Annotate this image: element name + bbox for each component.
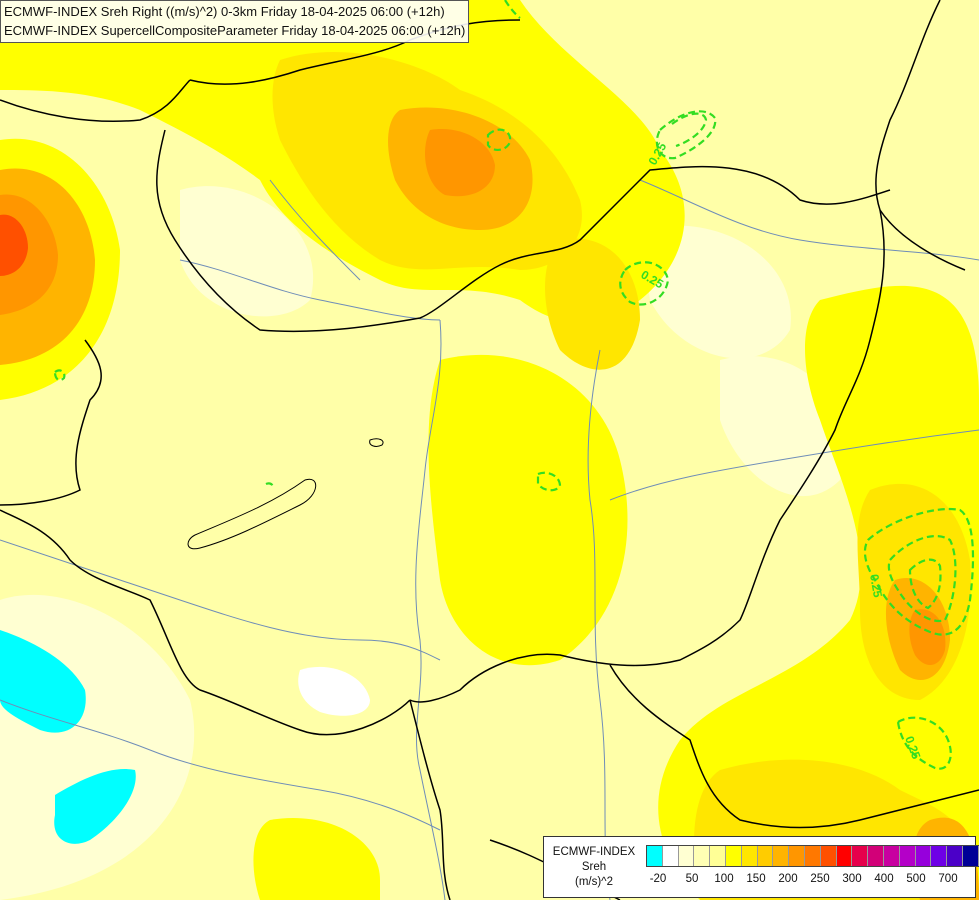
legend-swatch: [852, 846, 869, 866]
scp-contour: [908, 558, 942, 610]
river-tisza: [587, 349, 611, 900]
scp-contour: [619, 261, 670, 306]
scp-contour: [504, 0, 521, 19]
field-low-southwest: [54, 769, 136, 844]
legend-variable: Sreh: [581, 861, 607, 873]
legend-swatch: [868, 846, 884, 866]
legend-model: ECMWF-INDEX: [552, 846, 636, 858]
legend-swatch: [694, 846, 711, 866]
field-yellow-central: [428, 354, 628, 666]
legend-tick: 50: [685, 873, 699, 885]
river-lines: [0, 179, 979, 900]
legend-swatch: [899, 846, 916, 866]
border-segment: [409, 699, 451, 900]
legend-tick-labels: -20 50 100 150 200 250 300 400 500 700: [646, 873, 976, 889]
legend-swatch: [931, 846, 948, 866]
legend-swatch: [836, 846, 853, 866]
border-segment: [0, 79, 191, 123]
river-drava: [0, 539, 441, 661]
field-yellow-southeast: [658, 285, 979, 900]
legend-swatch: [804, 846, 821, 866]
river-morava: [179, 259, 441, 321]
scp-contours: [53, 0, 975, 770]
legend-tick: 300: [842, 873, 862, 885]
map-title-secondary: ECMWF-INDEX SupercellCompositeParameter …: [4, 23, 466, 38]
legend-swatch: [789, 846, 805, 866]
legend-tick: 200: [778, 873, 798, 885]
field-gold-northeast: [545, 238, 640, 370]
field-light-north: [180, 186, 314, 317]
border-segment: [0, 339, 102, 506]
border-segment: [156, 129, 891, 333]
legend-unit: (m/s)^2: [575, 876, 613, 888]
legend-swatch: [710, 846, 726, 866]
color-legend: ECMWF-INDEX Sreh (m/s)^2 -20 50 100 150 200 2…: [543, 836, 979, 898]
legend-swatch: [678, 846, 695, 866]
field-white-patch: [298, 666, 370, 716]
legend-swatch: [883, 846, 900, 866]
field-deep-orange-east: [909, 609, 946, 666]
map-title-box: ECMWF-INDEX Sreh Right ((m/s)^2) 0-3km F…: [0, 0, 470, 43]
legend-color-bar: [646, 845, 979, 867]
legend-swatch: [962, 846, 979, 866]
scp-contour: [896, 716, 952, 770]
legend-tick: 700: [938, 873, 958, 885]
field-low-west: [0, 630, 86, 733]
legend-swatch: [947, 846, 963, 866]
scp-contour: [53, 369, 66, 382]
border-segment: [609, 664, 979, 829]
legend-swatch: [820, 846, 837, 866]
field-red-west: [0, 214, 28, 276]
contour-label: 0.25: [867, 573, 885, 599]
river-sava: [0, 699, 441, 831]
border-segment: [0, 509, 411, 736]
legend-swatch: [773, 846, 790, 866]
river-danube: [415, 319, 446, 900]
river-vah: [269, 179, 361, 281]
lake-balaton: [187, 478, 317, 550]
scp-contour: [655, 110, 717, 160]
legend-swatch: [915, 846, 932, 866]
legend-swatch: [757, 846, 774, 866]
field-deep-orange-north: [425, 129, 495, 197]
lake-small: [369, 438, 384, 447]
legend-label: ECMWF-INDEX Sreh (m/s)^2: [548, 845, 640, 890]
legend-tick: -20: [649, 873, 667, 885]
scp-contour: [671, 112, 708, 148]
map-title-primary: ECMWF-INDEX Sreh Right ((m/s)^2) 0-3km F…: [4, 4, 445, 19]
legend-tick: 150: [746, 873, 766, 885]
border-segment: [409, 209, 885, 703]
scp-contour: [536, 471, 562, 492]
river-north-east: [639, 179, 979, 261]
legend-swatch: [662, 846, 679, 866]
border-segment: [875, 0, 966, 271]
scp-contour: [863, 508, 975, 636]
legend-tick: 400: [874, 873, 894, 885]
field-yellow-south: [253, 818, 380, 900]
legend-tick: 500: [906, 873, 926, 885]
legend-tick: 100: [714, 873, 734, 885]
scp-contour: [486, 128, 512, 151]
legend-tick: 250: [810, 873, 830, 885]
field-light-east: [640, 225, 791, 359]
legend-swatch: [725, 846, 742, 866]
lakes: [187, 438, 384, 550]
legend-swatch: [741, 846, 758, 866]
legend-swatch: [647, 846, 663, 866]
river-mures: [609, 429, 979, 501]
scp-contour: [265, 482, 274, 489]
